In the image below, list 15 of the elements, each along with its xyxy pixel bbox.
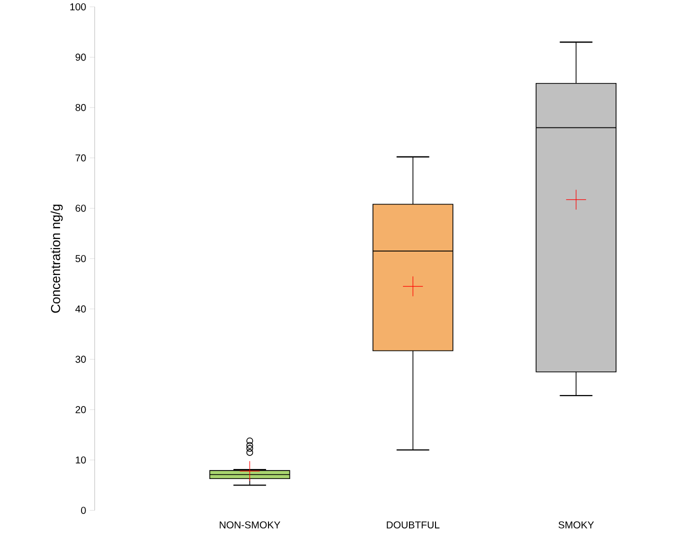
x-tick-label: SMOKY xyxy=(558,521,594,528)
x-tick-label: DOUBTFUL xyxy=(386,521,440,528)
y-tick-label: 40 xyxy=(75,305,86,312)
y-axis-title: Concentration ng/g xyxy=(50,204,63,313)
y-tick-label: 80 xyxy=(76,104,86,111)
x-tick-label: NON-SMOKY xyxy=(220,521,280,528)
y-tick-label: 30 xyxy=(76,356,86,363)
y-tick-label: 20 xyxy=(76,406,86,414)
y-tick-label: 0 xyxy=(81,506,86,514)
y-tick-label: 100 xyxy=(70,3,86,10)
y-tick-label: 10 xyxy=(76,456,86,464)
y-tick-label: 50 xyxy=(76,254,86,262)
y-tick-label: 90 xyxy=(76,54,86,61)
y-tick-label: 70 xyxy=(76,154,86,162)
y-tick-label: 60 xyxy=(76,204,86,212)
